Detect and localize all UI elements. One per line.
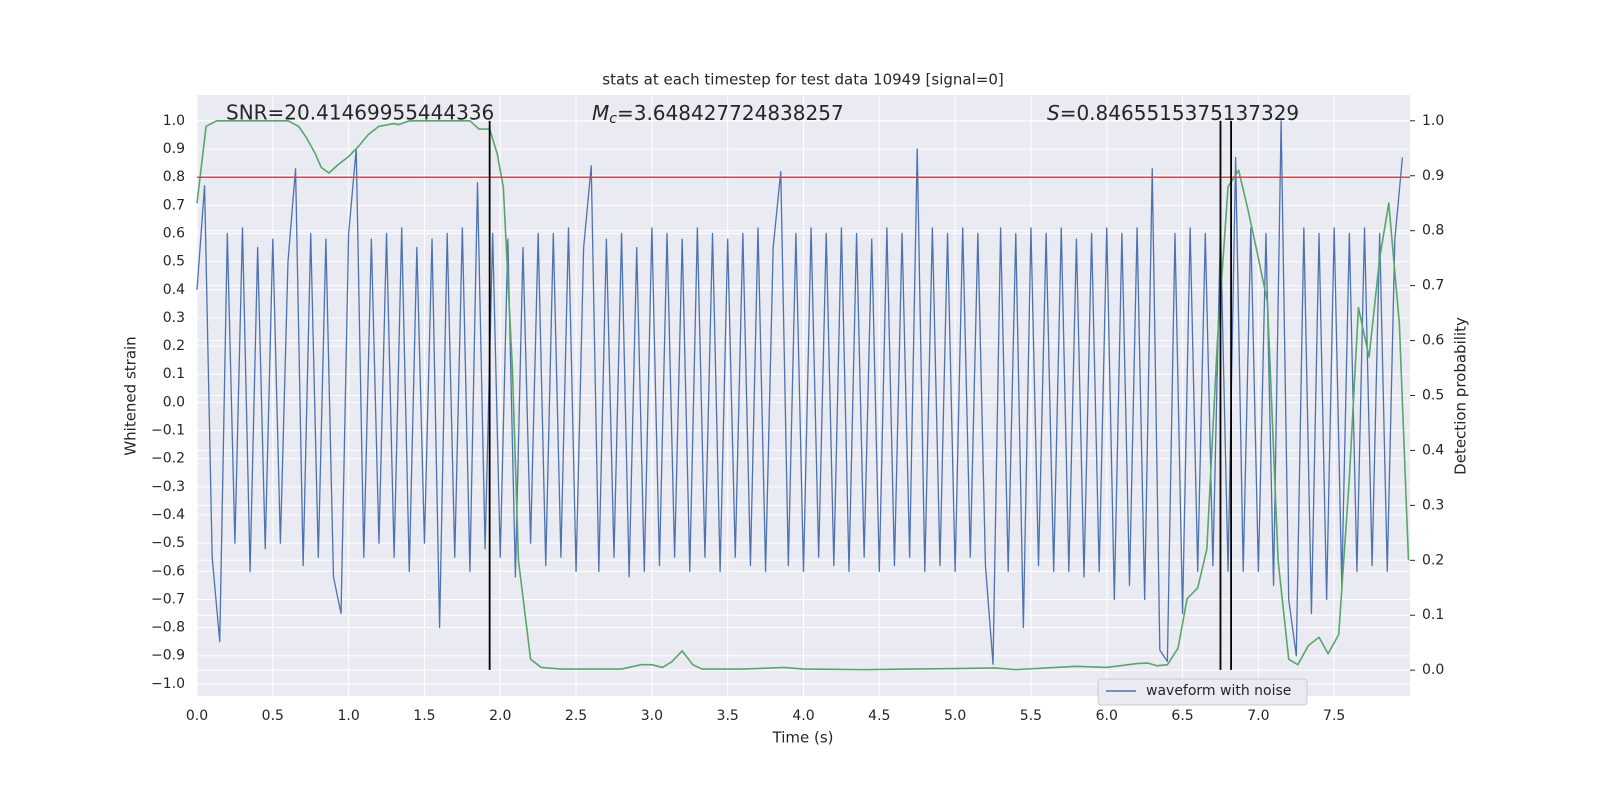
chart-title: stats at each timestep for test data 109… [602, 71, 1003, 89]
mc-annotation: Mc=3.648427724838257 [592, 101, 844, 128]
y-tick-label: −0.7 [151, 591, 185, 607]
s-symbol: S [1047, 101, 1060, 125]
y-tick-label: 0.3 [163, 310, 185, 326]
y-tick-label: 1.0 [163, 113, 185, 129]
s-annotation: S=0.8465515375137329 [1047, 101, 1299, 125]
y-axis-label: Whitened strain [122, 336, 140, 455]
x-tick-label: 3.0 [641, 708, 663, 724]
y-tick-label: 0.9 [163, 141, 185, 157]
mc-value: =3.648427724838257 [617, 101, 844, 125]
y-tick-label: −0.6 [151, 563, 185, 579]
x-tick-label: 3.5 [717, 708, 739, 724]
snr-annotation: SNR=20.41469955444336 [226, 101, 494, 125]
y2-tick-label: 1.0 [1422, 113, 1444, 129]
x-tick-label: 2.5 [565, 708, 587, 724]
y-tick-label: 0.0 [163, 394, 185, 410]
series-line [196, 120, 1410, 671]
legend-box [1097, 678, 1308, 706]
x-tick-label: 0.5 [262, 708, 284, 724]
x-tick-label: 1.0 [337, 708, 359, 724]
y2-tick-label: 0.3 [1422, 497, 1444, 513]
y-tick-label: 0.4 [163, 282, 185, 298]
x-tick-label: 6.0 [1096, 708, 1118, 724]
y2-axis-label: Detection probability [1452, 317, 1470, 475]
legend: waveform with noise [1097, 678, 1308, 706]
y-tick-label: 0.7 [163, 197, 185, 213]
y-tick-label: 0.5 [163, 254, 185, 270]
y-tick-label: −0.5 [151, 535, 185, 551]
x-tick-label: 5.0 [944, 708, 966, 724]
x-tick-label: 7.0 [1247, 708, 1269, 724]
y-tick-label: 0.1 [163, 366, 185, 382]
y2-tick-label: 0.5 [1422, 388, 1444, 404]
y-tick-label: −0.9 [151, 648, 185, 664]
x-tick-label: 7.5 [1323, 708, 1345, 724]
y-tick-label: −0.4 [151, 507, 185, 523]
x-tick-label: 1.5 [413, 708, 435, 724]
y2-tick-label: 0.0 [1422, 662, 1444, 678]
s-value: =0.8465515375137329 [1060, 101, 1299, 125]
x-tick-label: 6.5 [1171, 708, 1193, 724]
y-tick-label: −0.2 [151, 451, 185, 467]
x-axis-label: Time (s) [772, 729, 834, 747]
y2-tick-label: 0.6 [1422, 333, 1444, 349]
x-tick-label: 4.5 [868, 708, 890, 724]
y-tick-label: −0.3 [151, 479, 185, 495]
x-tick-label: 0.0 [186, 708, 208, 724]
y-tick-label: 0.6 [163, 225, 185, 241]
y2-tick-label: 0.8 [1422, 223, 1444, 239]
y2-tick-label: 0.1 [1422, 607, 1444, 623]
y-tick-label: 0.8 [163, 169, 185, 185]
mc-symbol: M [592, 101, 609, 125]
x-tick-label: 4.0 [792, 708, 814, 724]
series-line [196, 120, 1404, 665]
labels: 0.0 0.5 1.0 1.5 2.0 2.5 3.0 3.5 4.0 4.5 5.0 5.5 6.0 6… [151, 113, 1444, 724]
legend-label: waveform with noise [1146, 683, 1291, 699]
y-tick-label: −1.0 [151, 676, 185, 692]
y2-tick-label: 0.4 [1422, 442, 1444, 458]
y-tick-label: −0.1 [151, 423, 185, 439]
mc-subscript: c [609, 111, 617, 127]
x-tick-label: 2.0 [489, 708, 511, 724]
x-tick-label: 5.5 [1020, 708, 1042, 724]
marks [196, 120, 1410, 671]
y2-tick-label: 0.9 [1422, 168, 1444, 184]
y2-tick-label: 0.2 [1422, 552, 1444, 568]
y-tick-label: −0.8 [151, 620, 185, 636]
y-tick-label: 0.2 [163, 338, 185, 354]
y2-tick-label: 0.7 [1422, 278, 1444, 294]
